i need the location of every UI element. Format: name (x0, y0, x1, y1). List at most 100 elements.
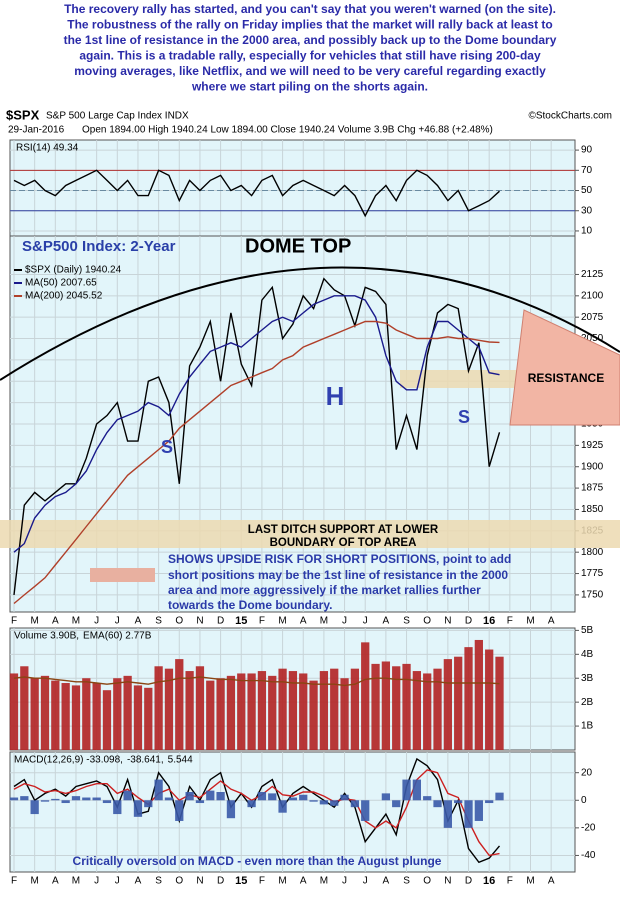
bar (443, 800, 452, 828)
bar (9, 673, 19, 750)
x-tick-label: F (259, 616, 265, 627)
x-tick-label: M (526, 616, 534, 627)
bar (330, 800, 339, 806)
y-tick-label: 0 (581, 795, 587, 806)
dome-curve (0, 266, 620, 381)
x-tick-label: M (278, 876, 286, 887)
y-tick-label: 1850 (581, 504, 604, 515)
bar (113, 800, 122, 815)
bar (268, 793, 277, 801)
bar (123, 675, 132, 750)
bar (412, 671, 422, 750)
y-tick-label: 10 (581, 226, 593, 237)
x-tick-label: D (465, 876, 472, 887)
bar (164, 797, 174, 801)
bar (216, 792, 225, 801)
x-tick-label: J (94, 876, 99, 887)
x-tick-label: M (320, 876, 328, 887)
x-tick-label: 16 (483, 615, 495, 627)
annotation: S (458, 407, 470, 427)
bar (402, 779, 411, 801)
bar (61, 800, 70, 804)
bar (257, 671, 267, 750)
y-tick-label: 50 (581, 185, 593, 196)
y-tick-label: 1900 (581, 461, 604, 472)
x-tick-label: M (72, 876, 80, 887)
annotation: DOME TOP (245, 235, 351, 257)
bar (20, 666, 29, 750)
bar (144, 687, 153, 750)
bar (216, 678, 225, 750)
bar (495, 792, 504, 801)
y-tick-label: 70 (581, 165, 593, 176)
legend-label: Volume 3.90B, (14, 631, 79, 642)
source: ©StockCharts.com (528, 111, 612, 122)
bar (309, 680, 318, 750)
commentary-line: The robustness of the rally on Friday im… (67, 18, 552, 32)
x-tick-label: A (52, 876, 59, 887)
legend-label: MA(200) 2045.52 (25, 291, 103, 302)
resistance-zone (509, 309, 620, 426)
bar (92, 797, 101, 801)
bar (381, 793, 391, 801)
bar (278, 668, 287, 750)
bar (319, 671, 329, 750)
bar (340, 678, 349, 750)
bar (474, 800, 483, 821)
bar (206, 790, 215, 801)
bar (412, 779, 422, 801)
bar (433, 800, 442, 808)
bar (257, 792, 267, 801)
panel-background (9, 139, 576, 237)
x-tick-label: A (300, 616, 307, 627)
x-tick-label: F (259, 876, 265, 887)
annotation: RESISTANCE (528, 371, 604, 385)
x-tick-label: M (30, 616, 38, 627)
bar (454, 656, 463, 750)
index-name: S&P 500 Large Cap Index INDX (46, 111, 189, 122)
resistance-band (400, 370, 520, 388)
x-tick-label: F (11, 876, 17, 887)
bar (20, 796, 29, 801)
legend-label: -38.641, (127, 755, 164, 766)
annotation: S&P500 Index: 2-Year (22, 238, 176, 255)
bar (402, 663, 411, 750)
legend-label: 5.544 (168, 755, 193, 766)
x-tick-label: O (423, 876, 431, 887)
bar (102, 690, 112, 750)
annotation: Critically oversold on MACD - even more … (73, 854, 442, 868)
y-tick-label: 1875 (581, 483, 604, 494)
x-tick-label: O (423, 616, 431, 627)
bar (154, 666, 163, 750)
bar (144, 800, 153, 808)
x-tick-label: A (383, 876, 390, 887)
x-tick-label: J (342, 616, 347, 627)
y-tick-label: 2075 (581, 312, 604, 323)
bar (464, 800, 473, 828)
y-tick-label: -40 (581, 850, 596, 861)
y-tick-label: 20 (581, 767, 593, 778)
bar (51, 798, 60, 801)
commentary-line: moving averages, like Netflix, and we wi… (74, 64, 546, 78)
x-tick-label: D (217, 876, 224, 887)
y-tick-label: 2100 (581, 290, 604, 301)
x-tick-label: S (403, 616, 410, 627)
y-tick-label: 90 (581, 145, 593, 156)
bar (330, 668, 339, 750)
bar (350, 668, 360, 750)
x-tick-label: 15 (235, 615, 247, 627)
bar (381, 661, 391, 750)
y-tick-label: 1750 (581, 590, 604, 601)
annotation: BOUNDARY OF TOP AREA (270, 537, 417, 549)
x-tick-label: N (196, 876, 203, 887)
bar (309, 800, 318, 802)
series-line (13, 277, 501, 595)
y-tick-label: 2050 (581, 333, 604, 344)
series-line (13, 769, 500, 857)
bar (423, 673, 432, 750)
bar (226, 800, 236, 819)
bar (71, 685, 81, 750)
bar (443, 659, 452, 750)
x-tick-label: J (115, 616, 120, 627)
